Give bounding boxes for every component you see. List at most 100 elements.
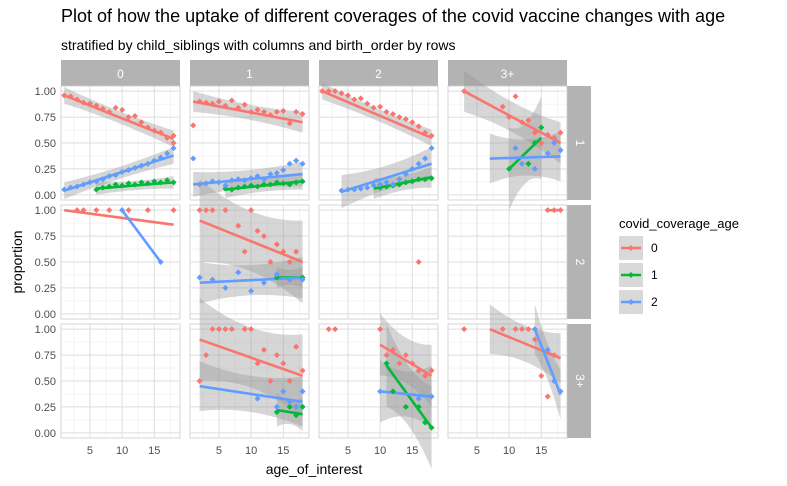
data-point-series-0 [551,352,558,359]
data-point-series-0 [389,110,396,117]
data-point-series-0 [203,207,210,214]
data-point-series-0 [518,326,525,333]
data-point-series-0 [293,343,300,350]
data-point-series-0 [422,129,429,136]
fit-line-series-1 [373,175,432,190]
data-point-series-2 [273,170,280,177]
data-point-series-0 [157,129,164,136]
data-point-series-0 [131,113,138,120]
data-point-series-1 [377,184,384,191]
data-point-series-1 [286,181,293,188]
data-point-series-2 [254,395,261,402]
fit-line-series-0 [489,327,562,360]
x-tick-label: 10 [245,445,257,457]
x-tick-label: 15 [406,445,418,457]
data-point-series-2 [351,186,358,193]
data-point-series-2 [364,184,371,191]
data-point-series-2 [357,185,364,192]
data-point-series-2 [170,145,177,152]
data-point-series-0 [538,140,545,146]
row-strip-label: 1 [573,140,587,147]
data-point-series-0 [273,108,280,115]
data-point-series-1 [293,412,300,419]
data-point-series-1 [402,179,409,186]
panel-r0-c3 [447,85,568,201]
data-point-series-0 [332,326,339,333]
data-point-series-0 [286,120,293,127]
data-point-series-1 [409,178,416,185]
data-point-series-1 [273,179,280,186]
data-point-series-2 [215,179,222,186]
data-point-series-1 [260,181,267,188]
y-tick-label: 0.25 [35,164,56,176]
fit-line-series-0 [64,208,174,226]
data-point-series-1 [402,403,409,410]
data-point-series-2 [557,388,564,395]
data-point-series-0 [267,259,274,265]
data-point-series-2 [267,171,274,178]
data-point-series-2 [402,171,409,178]
column-strip-3+ [448,60,567,86]
data-point-series-0 [544,207,551,214]
data-point-series-0 [544,393,551,400]
data-point-series-0 [209,326,216,333]
x-tick-label: 5 [216,445,222,457]
data-point-series-0 [280,248,287,255]
data-point-series-0 [538,372,545,379]
fit-line-series-2 [199,384,303,404]
data-point-series-2 [396,176,403,183]
column-strip-1 [190,60,309,86]
data-point-series-0 [228,97,235,104]
data-point-series-1 [112,181,119,188]
panel-data-r1-c1 [196,179,306,304]
data-point-series-2 [299,160,306,167]
data-point-series-0 [389,346,396,353]
data-point-series-2 [370,182,377,189]
data-point-series-0 [248,207,255,214]
data-point-series-1 [254,183,261,190]
data-point-series-0 [383,352,390,359]
y-tick-label: 0.75 [35,350,56,362]
data-point-series-0 [260,233,267,240]
data-point-series-2 [273,271,280,278]
data-point-series-2 [157,259,164,265]
x-axis-title: age_of_interest [266,461,363,477]
data-point-series-1 [422,176,429,183]
y-tick-label: 0.50 [35,257,56,269]
row-strip-3+ [567,324,591,438]
data-point-series-0 [402,116,409,123]
data-point-series-2 [518,160,525,167]
data-point-series-2 [248,175,255,182]
data-point-series-0 [209,100,216,107]
data-point-series-2 [260,279,267,286]
data-point-series-1 [396,181,403,188]
data-point-series-0 [499,103,506,110]
data-point-series-0 [228,326,235,333]
row-strip-label: 2 [573,259,587,266]
legend-key-point [628,245,634,251]
data-point-series-1 [93,186,100,193]
data-point-series-2 [286,398,293,405]
data-point-series-1 [286,403,293,410]
data-point-series-2 [293,157,300,164]
data-point-series-2 [80,181,87,188]
data-point-series-0 [260,108,267,115]
data-point-series-0 [260,346,267,353]
chart-title: Plot of how the uptake of different cove… [61,6,726,26]
data-point-series-0 [415,259,422,265]
data-point-series-0 [506,114,513,121]
data-point-series-1 [125,180,132,187]
data-point-series-1 [222,185,229,192]
data-point-series-1 [506,165,513,172]
data-point-series-0 [370,104,377,111]
panel-data-r1-c0 [64,207,177,265]
data-point-series-2 [241,177,248,184]
data-point-series-2 [190,155,197,162]
data-point-series-0 [409,360,416,367]
data-point-series-0 [461,326,468,333]
data-point-series-0 [428,367,435,374]
column-strip-label: 3+ [501,67,515,81]
legend-key-1 [619,263,643,287]
panel-data-r1-c2 [415,259,422,265]
